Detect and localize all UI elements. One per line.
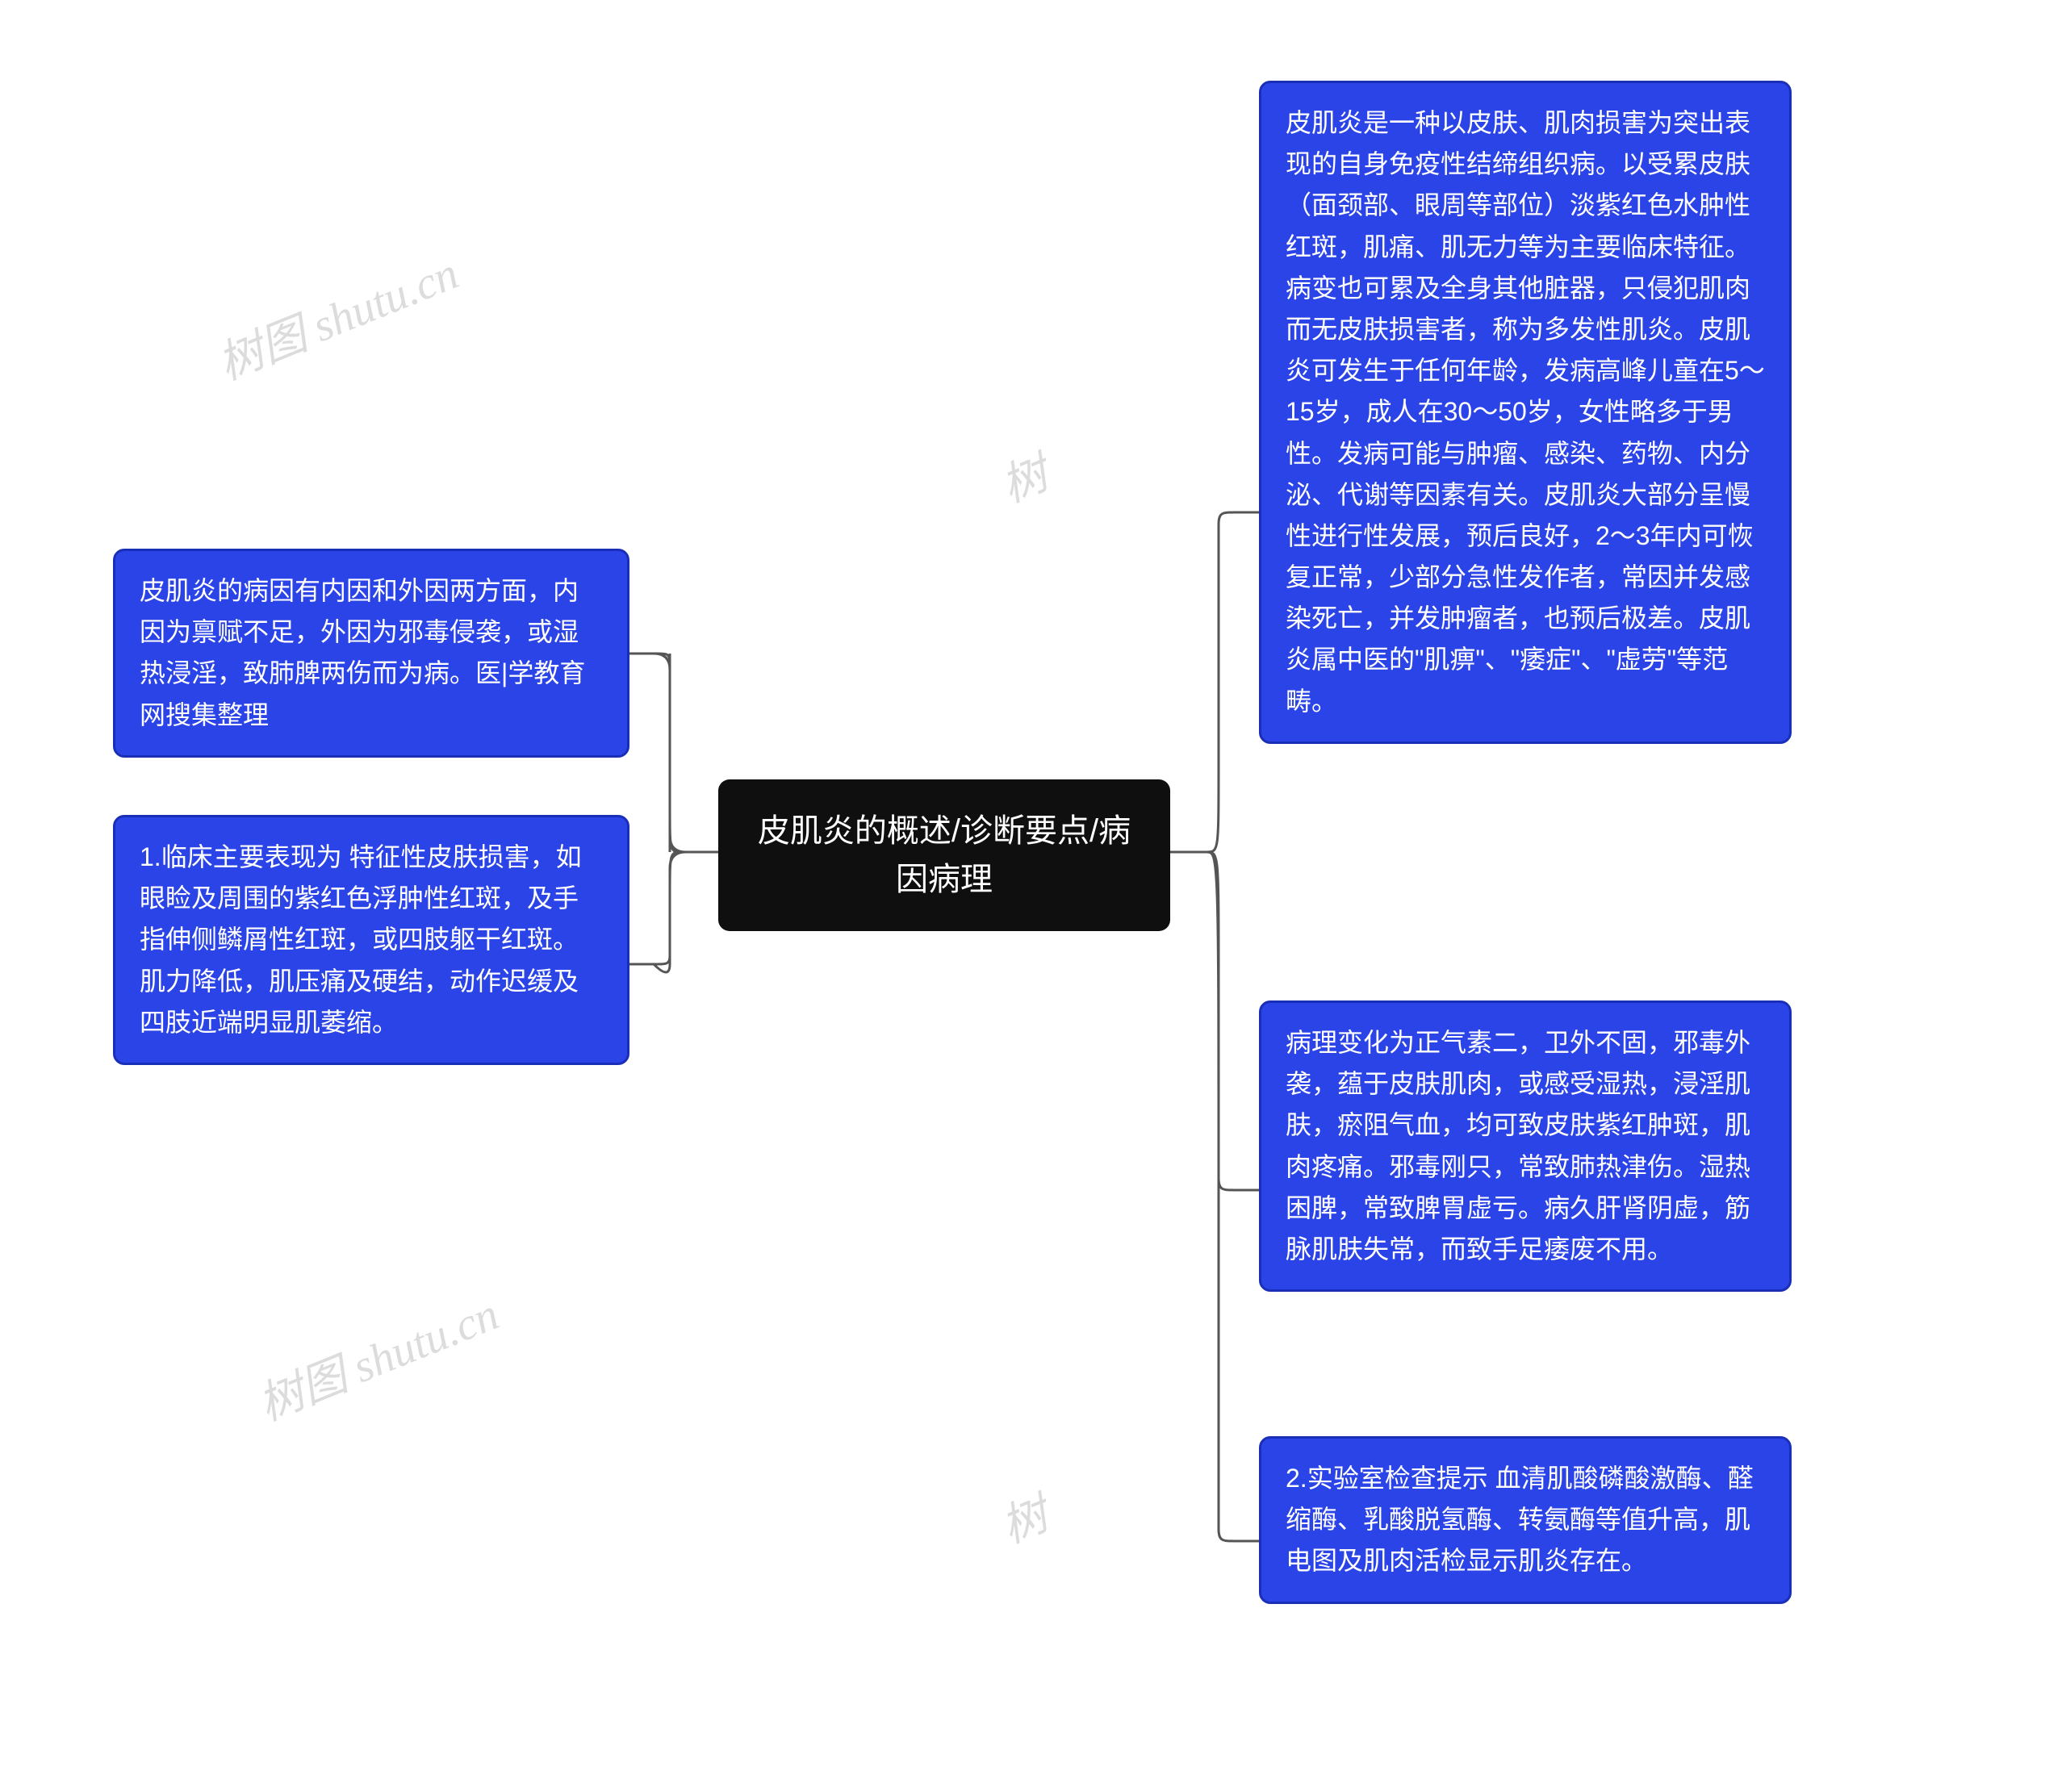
right-node-2: 病理变化为正气素二，卫外不固，邪毒外袭，蕴于皮肤肌肉，或感受湿热，浸淫肌肤，瘀阻… [1259, 1000, 1792, 1292]
watermark: 树 [990, 437, 1056, 515]
left-node-1: 皮肌炎的病因有内因和外因两方面，内因为禀赋不足，外因为邪毒侵袭，或湿热浸淫，致肺… [113, 549, 629, 758]
watermark: 树 [990, 1478, 1056, 1556]
watermark: 树图 shutu.cn [247, 1278, 507, 1434]
watermark: 树图 shutu.cn [207, 237, 466, 393]
right-node-1: 皮肌炎是一种以皮肤、肌肉损害为突出表现的自身免疫性结缔组织病。以受累皮肤（面颈部… [1259, 81, 1792, 744]
right-node-3: 2.实验室检查提示 血清肌酸磷酸激酶、醛缩酶、乳酸脱氢酶、转氨酶等值升高，肌电图… [1259, 1436, 1792, 1604]
center-node: 皮肌炎的概述/诊断要点/病因病理 [718, 779, 1170, 931]
left-node-2: 1.临床主要表现为 特征性皮肤损害，如眼睑及周围的紫红色浮肿性红斑，及手指伸侧鳞… [113, 815, 629, 1065]
